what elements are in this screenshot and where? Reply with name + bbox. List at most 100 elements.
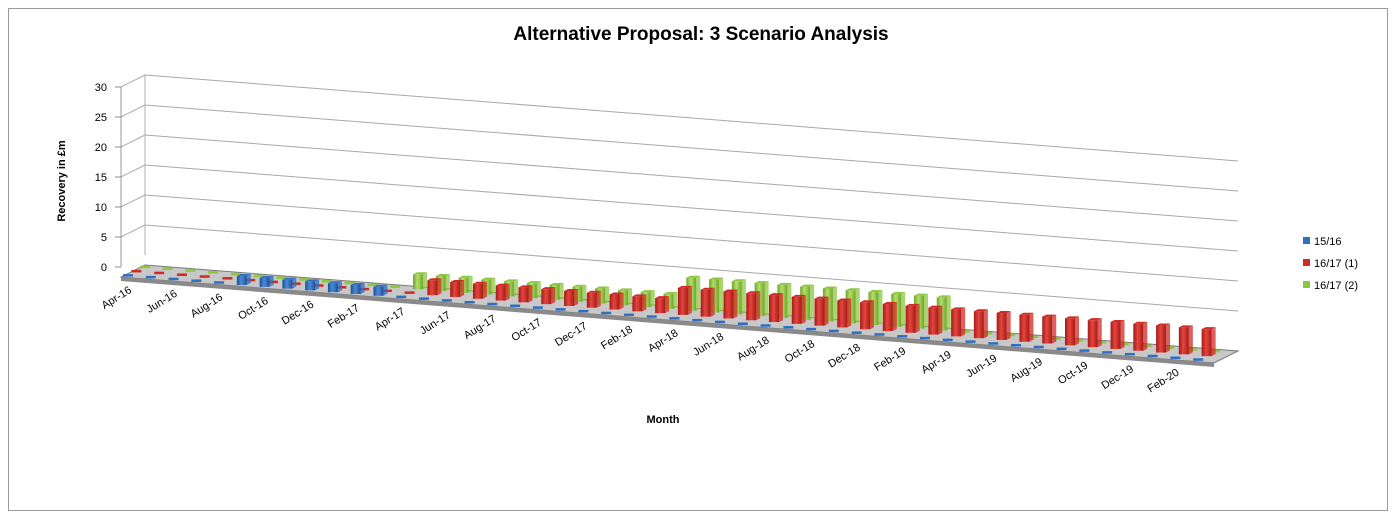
bar-side: [514, 279, 519, 297]
bar-side: [559, 282, 564, 300]
x-tick-label: Jun-17: [418, 309, 453, 337]
legend-swatch: [1303, 259, 1310, 266]
bar-16/17 (1): [723, 291, 734, 319]
x-tick-label: Oct-19: [1056, 360, 1090, 388]
bar-top: [305, 279, 320, 282]
x-tick-label: Dec-18: [826, 342, 862, 371]
bar-15/16: [327, 283, 338, 293]
bar-side: [983, 309, 988, 339]
bar-top: [617, 288, 632, 291]
bar-16/17 (1): [586, 292, 597, 308]
legend-label: 16/17 (2): [1314, 280, 1358, 292]
bar-top: [427, 278, 442, 281]
bar-zero-2: [367, 283, 378, 287]
x-tick-label: Jun-18: [691, 331, 726, 359]
bar-16/17 (1): [951, 309, 962, 337]
bar-side: [855, 288, 860, 324]
bar-side: [756, 291, 761, 321]
y-tick-label: 25: [95, 112, 107, 124]
y-tick-label: 15: [95, 172, 107, 184]
bar-15/16: [259, 277, 270, 287]
bar-top: [504, 279, 519, 282]
y-tick-label: 20: [95, 142, 107, 154]
bar-side: [437, 278, 442, 296]
gridline-side: [120, 134, 146, 148]
bar-side: [696, 275, 701, 311]
bar-zero-0: [578, 309, 589, 313]
bar-top: [928, 305, 943, 308]
bar-top: [472, 281, 487, 284]
bar-zero-1: [154, 271, 165, 275]
gridline: [144, 134, 1239, 222]
gridline-side: [120, 74, 146, 88]
bar-16/17 (1): [541, 289, 552, 305]
bar-top: [800, 284, 815, 287]
bar-side: [801, 294, 806, 324]
bar-zero-2: [321, 280, 332, 283]
x-tick-label: Feb-19: [872, 345, 908, 374]
bar-top: [1019, 312, 1034, 315]
bar-top: [572, 284, 587, 287]
bar-side: [946, 295, 951, 331]
bar-side: [687, 285, 692, 315]
bar-zero-2: [299, 278, 310, 281]
bar-zero-2: [390, 285, 401, 288]
bar-16/17 (1): [1133, 323, 1144, 351]
bar-top: [458, 275, 473, 278]
bar-top: [891, 291, 906, 294]
bar-side: [1029, 312, 1034, 342]
bar-top: [1133, 321, 1148, 324]
bar-15/16: [305, 281, 316, 291]
bar-zero-0: [806, 327, 817, 331]
bar-side: [870, 300, 875, 330]
x-tick-label: Aug-16: [189, 291, 225, 320]
bar-16/17 (1): [1201, 329, 1212, 357]
bar-top: [905, 303, 920, 306]
bar-zero-0: [1011, 343, 1022, 347]
bar-top: [495, 283, 510, 286]
bar-side: [445, 273, 450, 291]
bar-16/17 (1): [996, 312, 1007, 340]
bar-top: [564, 288, 579, 291]
chart-title: Alternative Proposal: 3 Scenario Analysi…: [513, 24, 888, 45]
bar-16/17 (1): [1019, 314, 1030, 342]
bar-16/17 (1): [860, 302, 871, 330]
legend-swatch: [1303, 281, 1310, 288]
bar-side: [665, 296, 670, 314]
x-tick-label: Jun-19: [964, 352, 999, 380]
bar-15/16: [236, 276, 247, 286]
bar-top: [373, 284, 388, 287]
bar-top: [518, 285, 533, 288]
x-tick-label: Dec-19: [1099, 363, 1135, 392]
bar-zero-1: [131, 269, 142, 273]
bar-zero-0: [942, 338, 953, 342]
bar-top: [746, 291, 761, 294]
bar-top: [595, 286, 610, 289]
bar-16/17 (1): [882, 304, 893, 332]
bar-zero-0: [1124, 352, 1135, 356]
bar-side: [605, 286, 610, 304]
bar-side: [741, 279, 746, 315]
bar-16/17 (1): [791, 296, 802, 324]
bar-top: [541, 287, 556, 290]
bar-top: [973, 309, 988, 312]
bar-zero-0: [919, 336, 930, 340]
bar-zero-0: [487, 302, 498, 306]
bar-zero-2: [230, 272, 241, 276]
y-tick-label: 0: [101, 262, 107, 274]
bar-zero-0: [214, 281, 225, 284]
bar-top: [754, 281, 769, 284]
gridline: [144, 194, 1239, 282]
bar-zero-0: [737, 322, 748, 325]
y-axis-title: Recovery in £m: [56, 140, 68, 222]
bar-zero-0: [419, 297, 430, 300]
x-tick-label: Dec-17: [553, 320, 589, 349]
bar-16/17 (1): [655, 298, 666, 314]
gridline-side: [120, 164, 146, 178]
bar-side: [574, 288, 579, 306]
bar-side: [642, 294, 647, 312]
bar-side: [892, 302, 897, 332]
chart-floor: [119, 264, 1240, 367]
bar-side: [1120, 319, 1125, 349]
bar-top: [913, 293, 928, 296]
